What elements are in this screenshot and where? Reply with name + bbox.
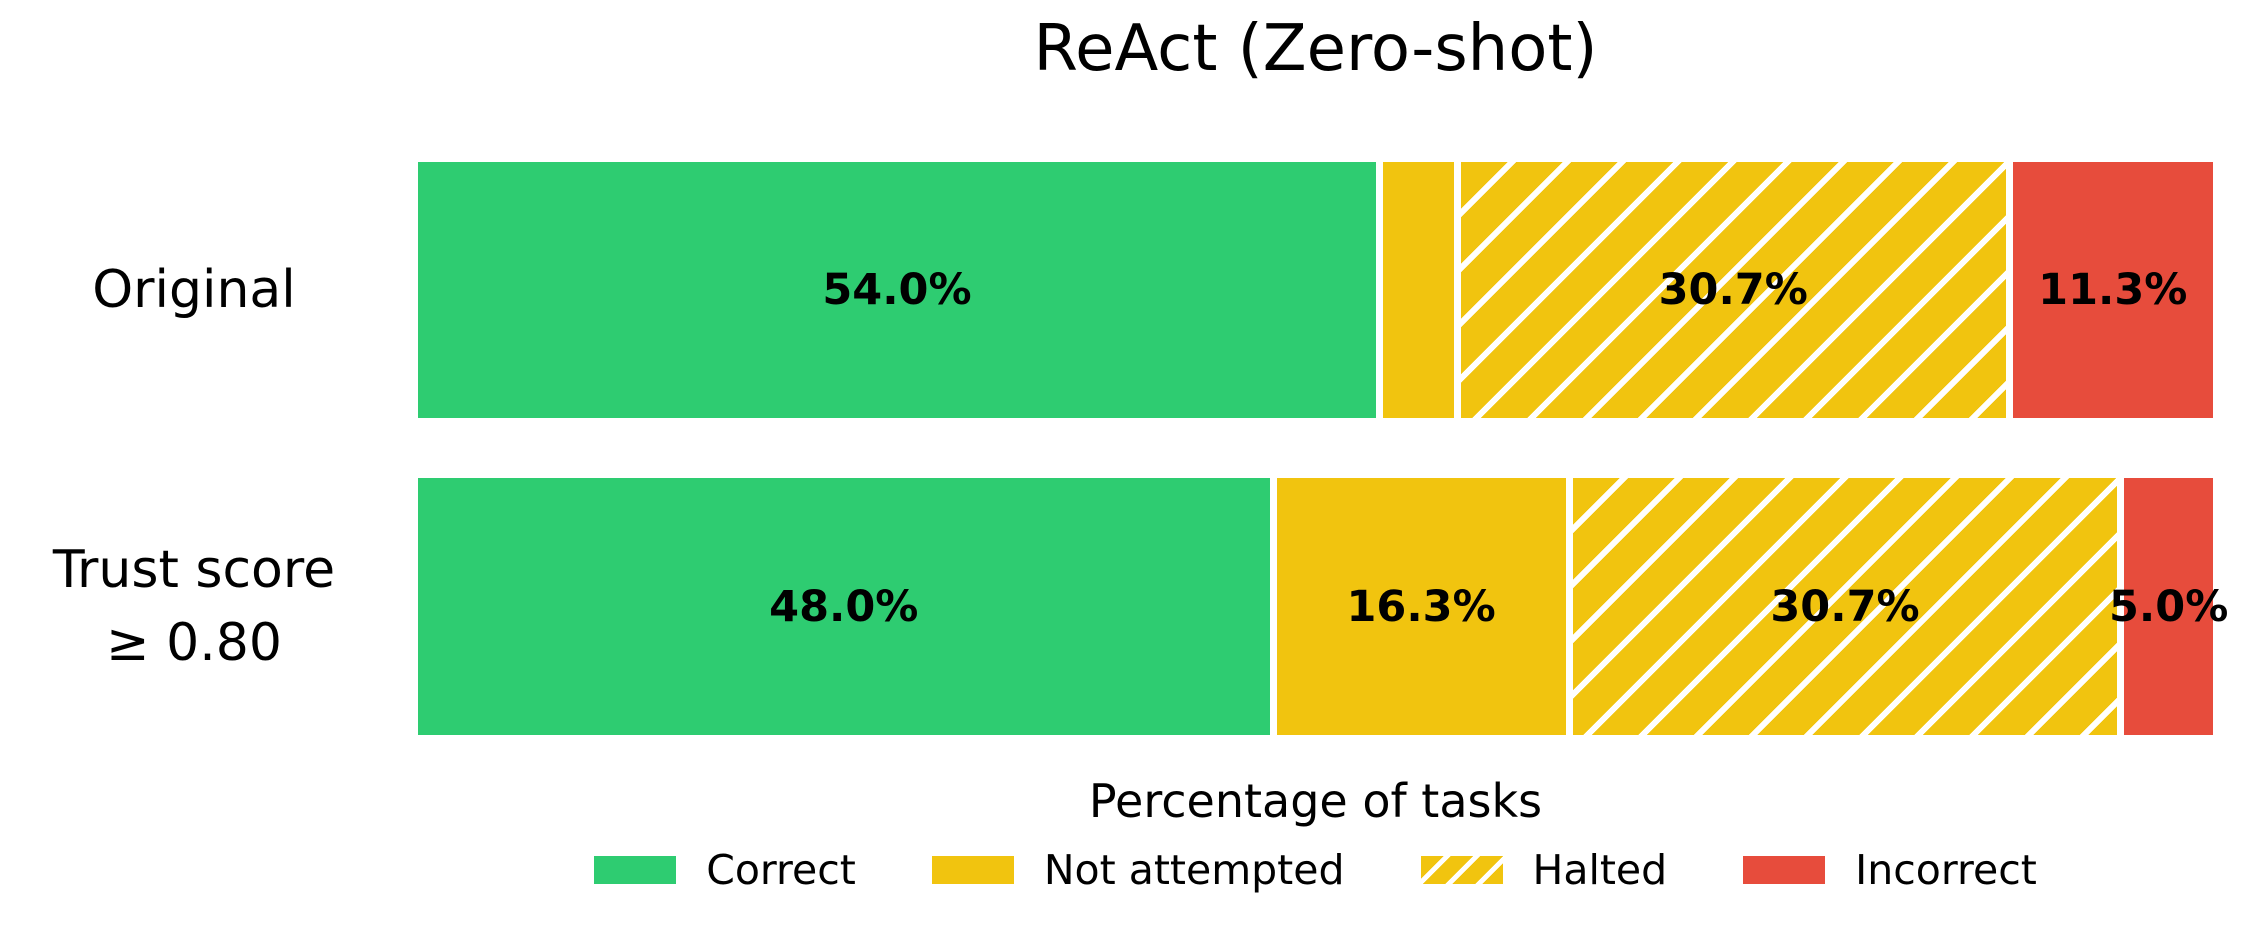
legend-label-halted: Halted xyxy=(1532,846,1668,894)
bar-segment-halted: 30.7% xyxy=(1572,478,2118,735)
legend-item-correct: Correct xyxy=(594,846,856,894)
bar-segment-value-label: 30.7% xyxy=(1658,265,1808,315)
legend-swatch-correct xyxy=(594,856,677,884)
y-tick-label-1: Trust score ≥ 0.80 xyxy=(0,478,388,735)
bar-segment-value-label: 48.0% xyxy=(769,581,919,632)
bar-segment-incorrect: 5.0% xyxy=(2109,478,2228,735)
y-tick-label-0: Original xyxy=(0,162,388,418)
legend: Correct Not attempted Halted Incorrect xyxy=(418,846,2213,894)
legend-swatch-halted xyxy=(1420,856,1503,884)
bar-segment-halted: 30.7% xyxy=(1460,162,2006,418)
bar-segment-not-attempted xyxy=(1382,162,1454,418)
bar-row-0: Original 54.0% 30.7% 11.3% xyxy=(0,162,2258,418)
y-tick-label-line: Original xyxy=(92,259,296,320)
legend-swatch-incorrect xyxy=(1743,856,1826,884)
bar-segment-correct: 54.0% xyxy=(418,162,1376,418)
legend-label-correct: Correct xyxy=(706,846,856,894)
bar-segment-incorrect: 11.3% xyxy=(2012,162,2213,418)
plot-area: Original 54.0% 30.7% 11.3% Trust score ≥ 0.80… xyxy=(0,162,2258,735)
legend-swatch-not-attempted xyxy=(931,856,1014,884)
legend-item-halted: Halted xyxy=(1420,846,1668,894)
stacked-bar-0: 54.0% 30.7% 11.3% xyxy=(418,162,2213,418)
stacked-bar-1: 48.0% 16.3% 30.7% 5.0% xyxy=(418,478,2228,735)
legend-label-not-attempted: Not attempted xyxy=(1043,846,1345,894)
bar-segment-not-attempted: 16.3% xyxy=(1276,478,1566,735)
legend-label-incorrect: Incorrect xyxy=(1855,846,2037,894)
bar-segment-value-label: 54.0% xyxy=(822,265,972,315)
x-axis-label: Percentage of tasks xyxy=(1088,774,1543,828)
bar-segment-value-label: 30.7% xyxy=(1770,581,1920,632)
bar-row-1: Trust score ≥ 0.80 48.0% 16.3% 30.7% 5.0% xyxy=(0,478,2258,735)
legend-item-incorrect: Incorrect xyxy=(1743,846,2037,894)
bar-segment-value-label: 5.0% xyxy=(2109,581,2229,632)
y-tick-label-line: ≥ 0.80 xyxy=(106,612,282,673)
chart-title: ReAct (Zero-shot) xyxy=(1033,12,1598,86)
legend-item-not-attempted: Not attempted xyxy=(931,846,1345,894)
y-tick-label-line: Trust score xyxy=(52,539,336,600)
bar-segment-value-label: 11.3% xyxy=(2038,265,2188,315)
bar-segment-value-label: 16.3% xyxy=(1346,581,1496,632)
bar-segment-correct: 48.0% xyxy=(418,478,1270,735)
